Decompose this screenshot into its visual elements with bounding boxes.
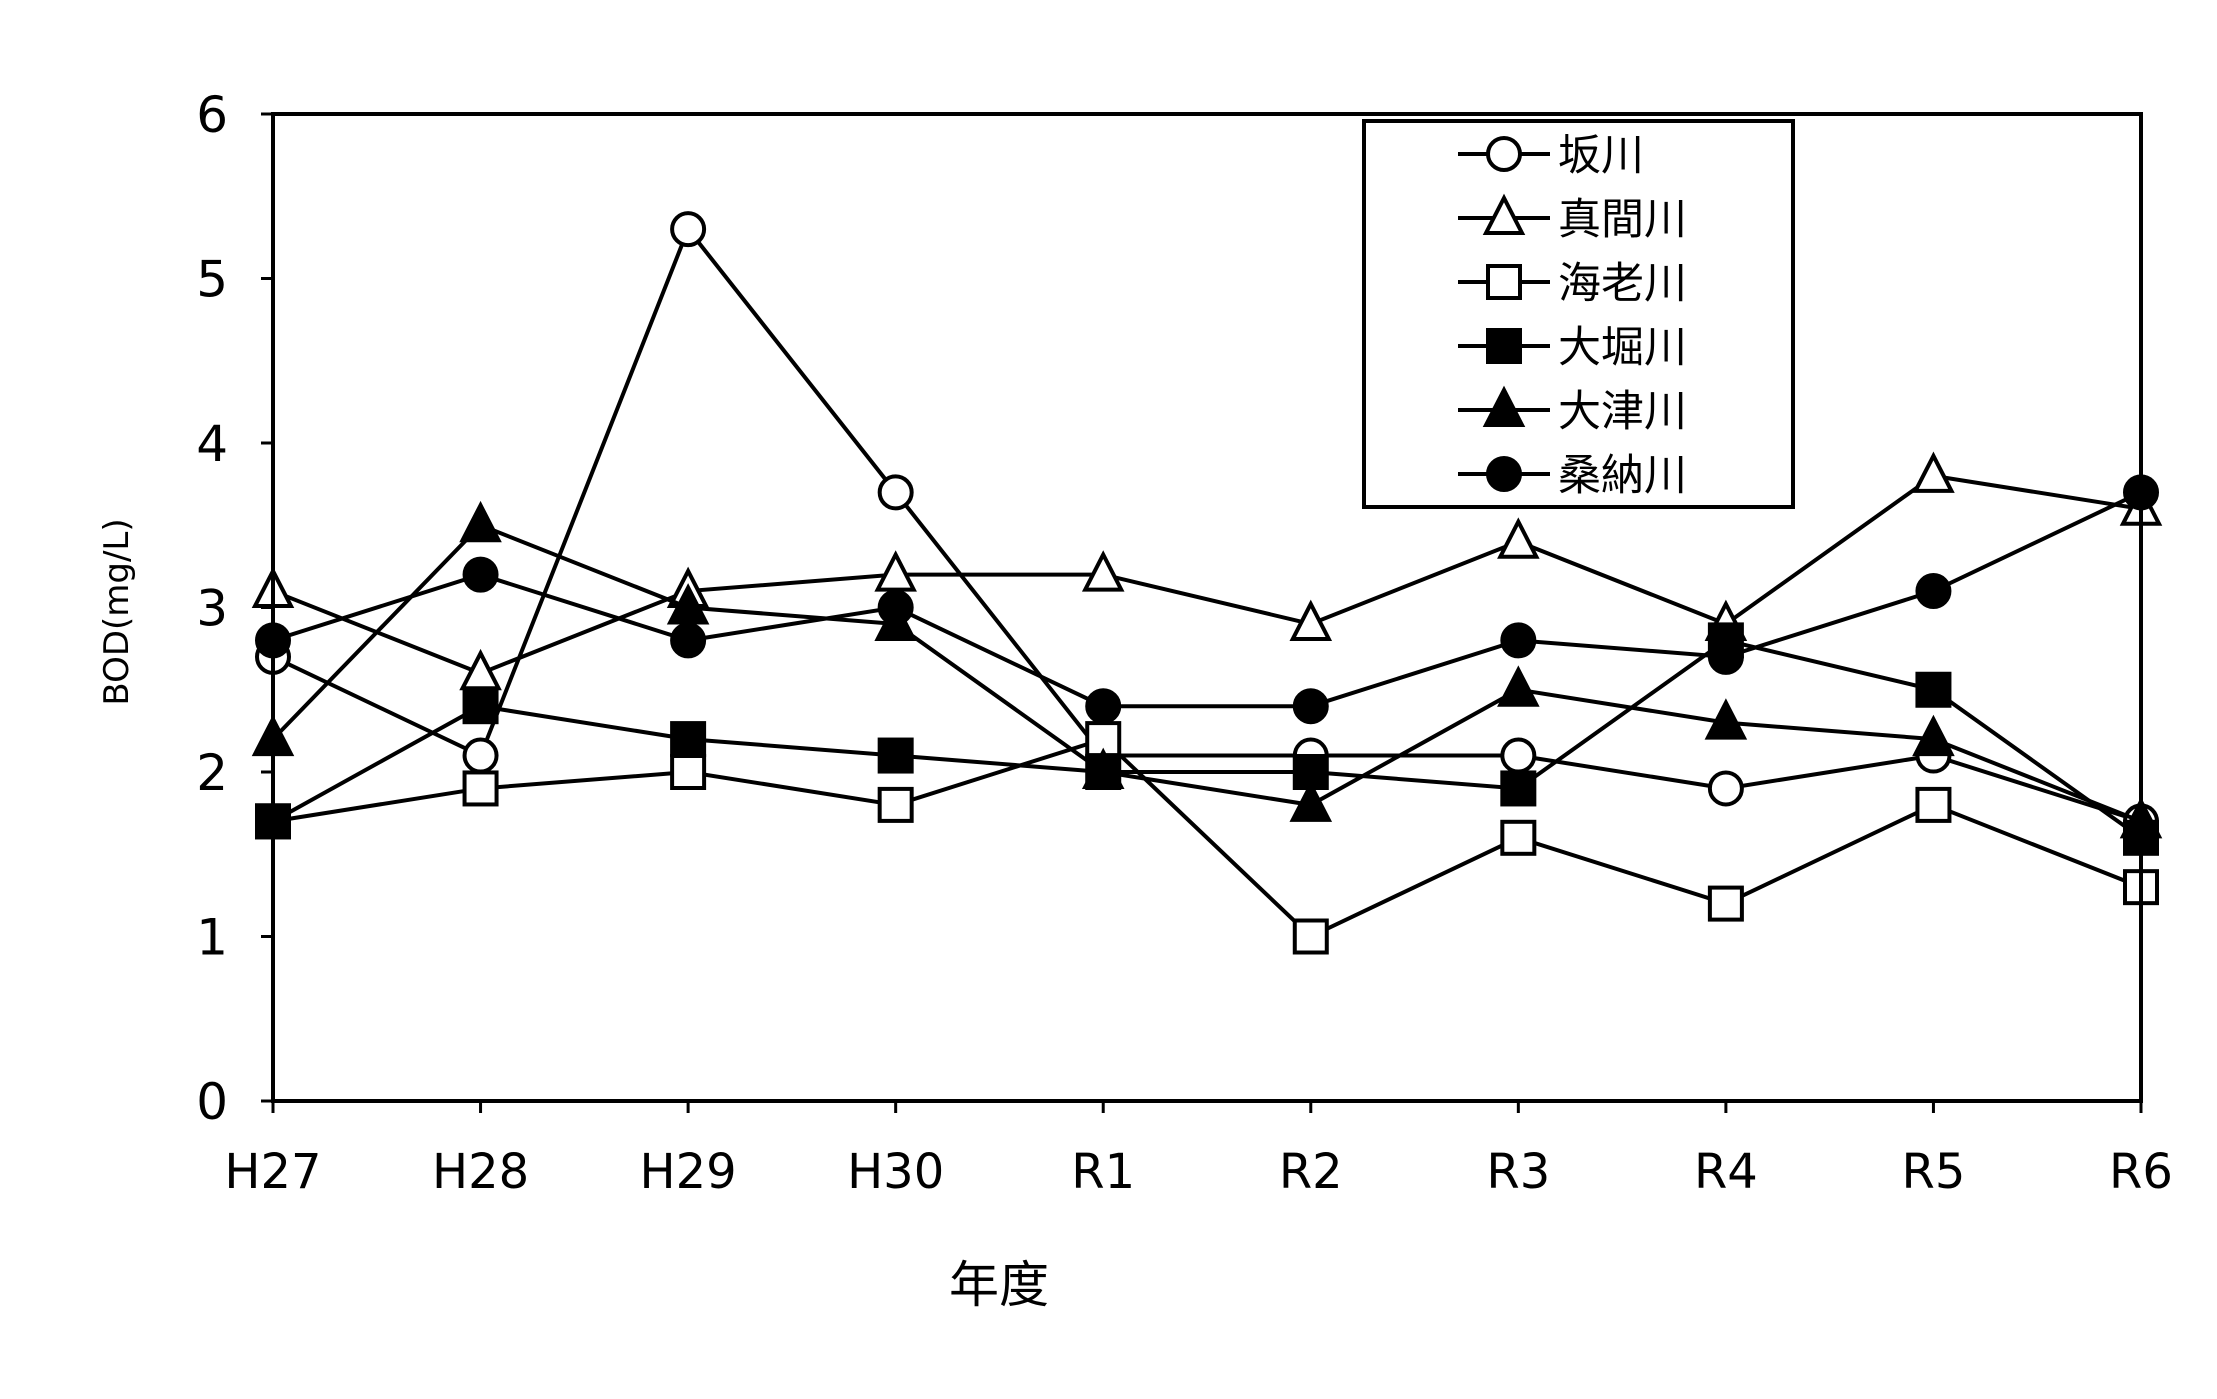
legend-label: 大津川 xyxy=(1558,387,1687,437)
y-axis-title: BOD(mg/L) xyxy=(97,518,137,705)
series-4 xyxy=(251,500,2163,839)
y-axis: 0 1 2 3 4 5 6 xyxy=(196,86,273,1131)
legend-marker xyxy=(1486,264,1522,300)
legend-marker xyxy=(1486,456,1522,492)
data-point xyxy=(1912,714,1955,757)
data-point xyxy=(1289,599,1333,641)
x-tick-label: R6 xyxy=(2109,1144,2173,1200)
x-tick-label: R3 xyxy=(1486,1144,1550,1200)
series-line xyxy=(272,638,2143,840)
x-tick-label: R1 xyxy=(1071,1144,1135,1200)
legend-item: 大津川 xyxy=(1458,385,1687,437)
data-point xyxy=(1081,550,1125,592)
data-point xyxy=(1085,688,1122,725)
legend-marker xyxy=(1486,136,1522,172)
data-point xyxy=(459,500,502,543)
legend-box xyxy=(1362,119,1795,509)
legend-label: 真間川 xyxy=(1558,195,1687,245)
data-point xyxy=(1500,770,1537,807)
legend-item: 大堀川 xyxy=(1458,323,1687,373)
data-point xyxy=(1292,688,1329,725)
data-point xyxy=(670,622,707,659)
data-point xyxy=(1915,671,1952,708)
data-point xyxy=(462,737,499,774)
data-point xyxy=(1707,885,1744,922)
x-tick-label: H28 xyxy=(432,1144,529,1200)
data-point xyxy=(1707,638,1744,675)
data-point xyxy=(1497,517,1540,559)
data-point xyxy=(1289,780,1333,822)
legend-label: 坂川 xyxy=(1558,131,1644,181)
data-point xyxy=(1915,573,1952,610)
series-line xyxy=(271,522,2142,824)
data-point xyxy=(1704,698,1748,740)
data-point xyxy=(874,550,917,592)
x-tick-label: H29 xyxy=(640,1144,737,1200)
data-point xyxy=(670,211,707,248)
x-tick-label: R2 xyxy=(1279,1144,1343,1200)
y-tick-label: 4 xyxy=(196,415,228,473)
legend-marker xyxy=(1486,328,1522,364)
data-point xyxy=(459,648,502,691)
series-line xyxy=(272,225,2142,824)
legend-item: 桑納川 xyxy=(1458,451,1687,501)
y-tick-label: 6 xyxy=(196,86,228,144)
x-axis: H27 H28 H29 H30 R1 R2 R3 R4 R5 R6 xyxy=(224,1101,2173,1200)
plot-area-frame xyxy=(271,112,2143,1103)
y-tick-label: 1 xyxy=(196,909,228,967)
y-tick-label: 0 xyxy=(196,1073,228,1131)
series-line xyxy=(272,473,2142,676)
data-point xyxy=(670,721,707,758)
data-point xyxy=(1500,819,1537,856)
x-tick-label: R4 xyxy=(1694,1144,1758,1200)
series-line xyxy=(272,490,2142,709)
x-tick-label: H30 xyxy=(847,1144,944,1200)
data-point xyxy=(1497,665,1540,707)
legend-marker xyxy=(1482,385,1526,427)
legend-label: 桑納川 xyxy=(1558,451,1687,501)
legend-label: 大堀川 xyxy=(1558,323,1687,373)
y-tick-label: 5 xyxy=(196,251,228,309)
x-tick-label: R5 xyxy=(1901,1144,1965,1200)
series-3 xyxy=(255,622,2159,856)
legend-item: 真間川 xyxy=(1458,193,1687,245)
legend-item: 海老川 xyxy=(1458,259,1687,309)
data-point xyxy=(1292,918,1329,955)
data-point xyxy=(670,754,707,790)
legend-label: 海老川 xyxy=(1558,259,1687,309)
data-point xyxy=(1912,451,1955,493)
chart-marks xyxy=(251,211,2163,955)
data-point xyxy=(1500,737,1537,774)
y-tick-label: 2 xyxy=(196,744,228,802)
x-tick-label: H27 xyxy=(224,1144,321,1200)
data-point xyxy=(877,737,914,774)
data-point xyxy=(877,589,914,626)
data-point xyxy=(462,770,499,807)
series-line xyxy=(272,736,2142,939)
data-point xyxy=(877,786,914,823)
data-point xyxy=(1500,622,1537,659)
data-point xyxy=(1081,747,1125,789)
series-0 xyxy=(255,211,2159,840)
data-point xyxy=(1707,770,1744,807)
y-tick-label: 3 xyxy=(196,580,228,638)
x-axis-title: 年度 xyxy=(949,1256,1049,1314)
data-point xyxy=(462,688,499,725)
data-point xyxy=(877,474,914,511)
data-point xyxy=(1915,786,1952,823)
data-point xyxy=(462,556,499,593)
series-1 xyxy=(251,451,2163,691)
legend-marker xyxy=(1482,193,1526,235)
legend-item: 坂川 xyxy=(1458,131,1644,181)
